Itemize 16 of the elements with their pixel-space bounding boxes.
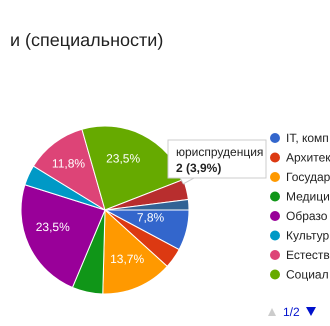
slice-label: юриспруденция xyxy=(176,145,264,159)
legend-label: Естеств xyxy=(286,248,330,262)
data-label: 2 (3,9%) xyxy=(176,161,222,175)
legend-label: Государ xyxy=(286,170,330,184)
data-label: 11,8% xyxy=(52,156,86,171)
data-label: 23,5% xyxy=(106,151,140,166)
data-label: 23,5% xyxy=(36,220,70,234)
legend-label: IT, комп xyxy=(286,131,329,145)
legend-label: Образо xyxy=(286,209,328,223)
chart-title: и (специальности) xyxy=(10,30,164,50)
legend-label: Социал xyxy=(286,268,329,282)
legend-label: Культур xyxy=(286,228,330,242)
data-label: 7,8% xyxy=(136,210,165,225)
legend-label: Медици xyxy=(286,190,330,204)
data-label: 13,7% xyxy=(110,252,144,266)
text: 1/2 xyxy=(283,305,300,319)
